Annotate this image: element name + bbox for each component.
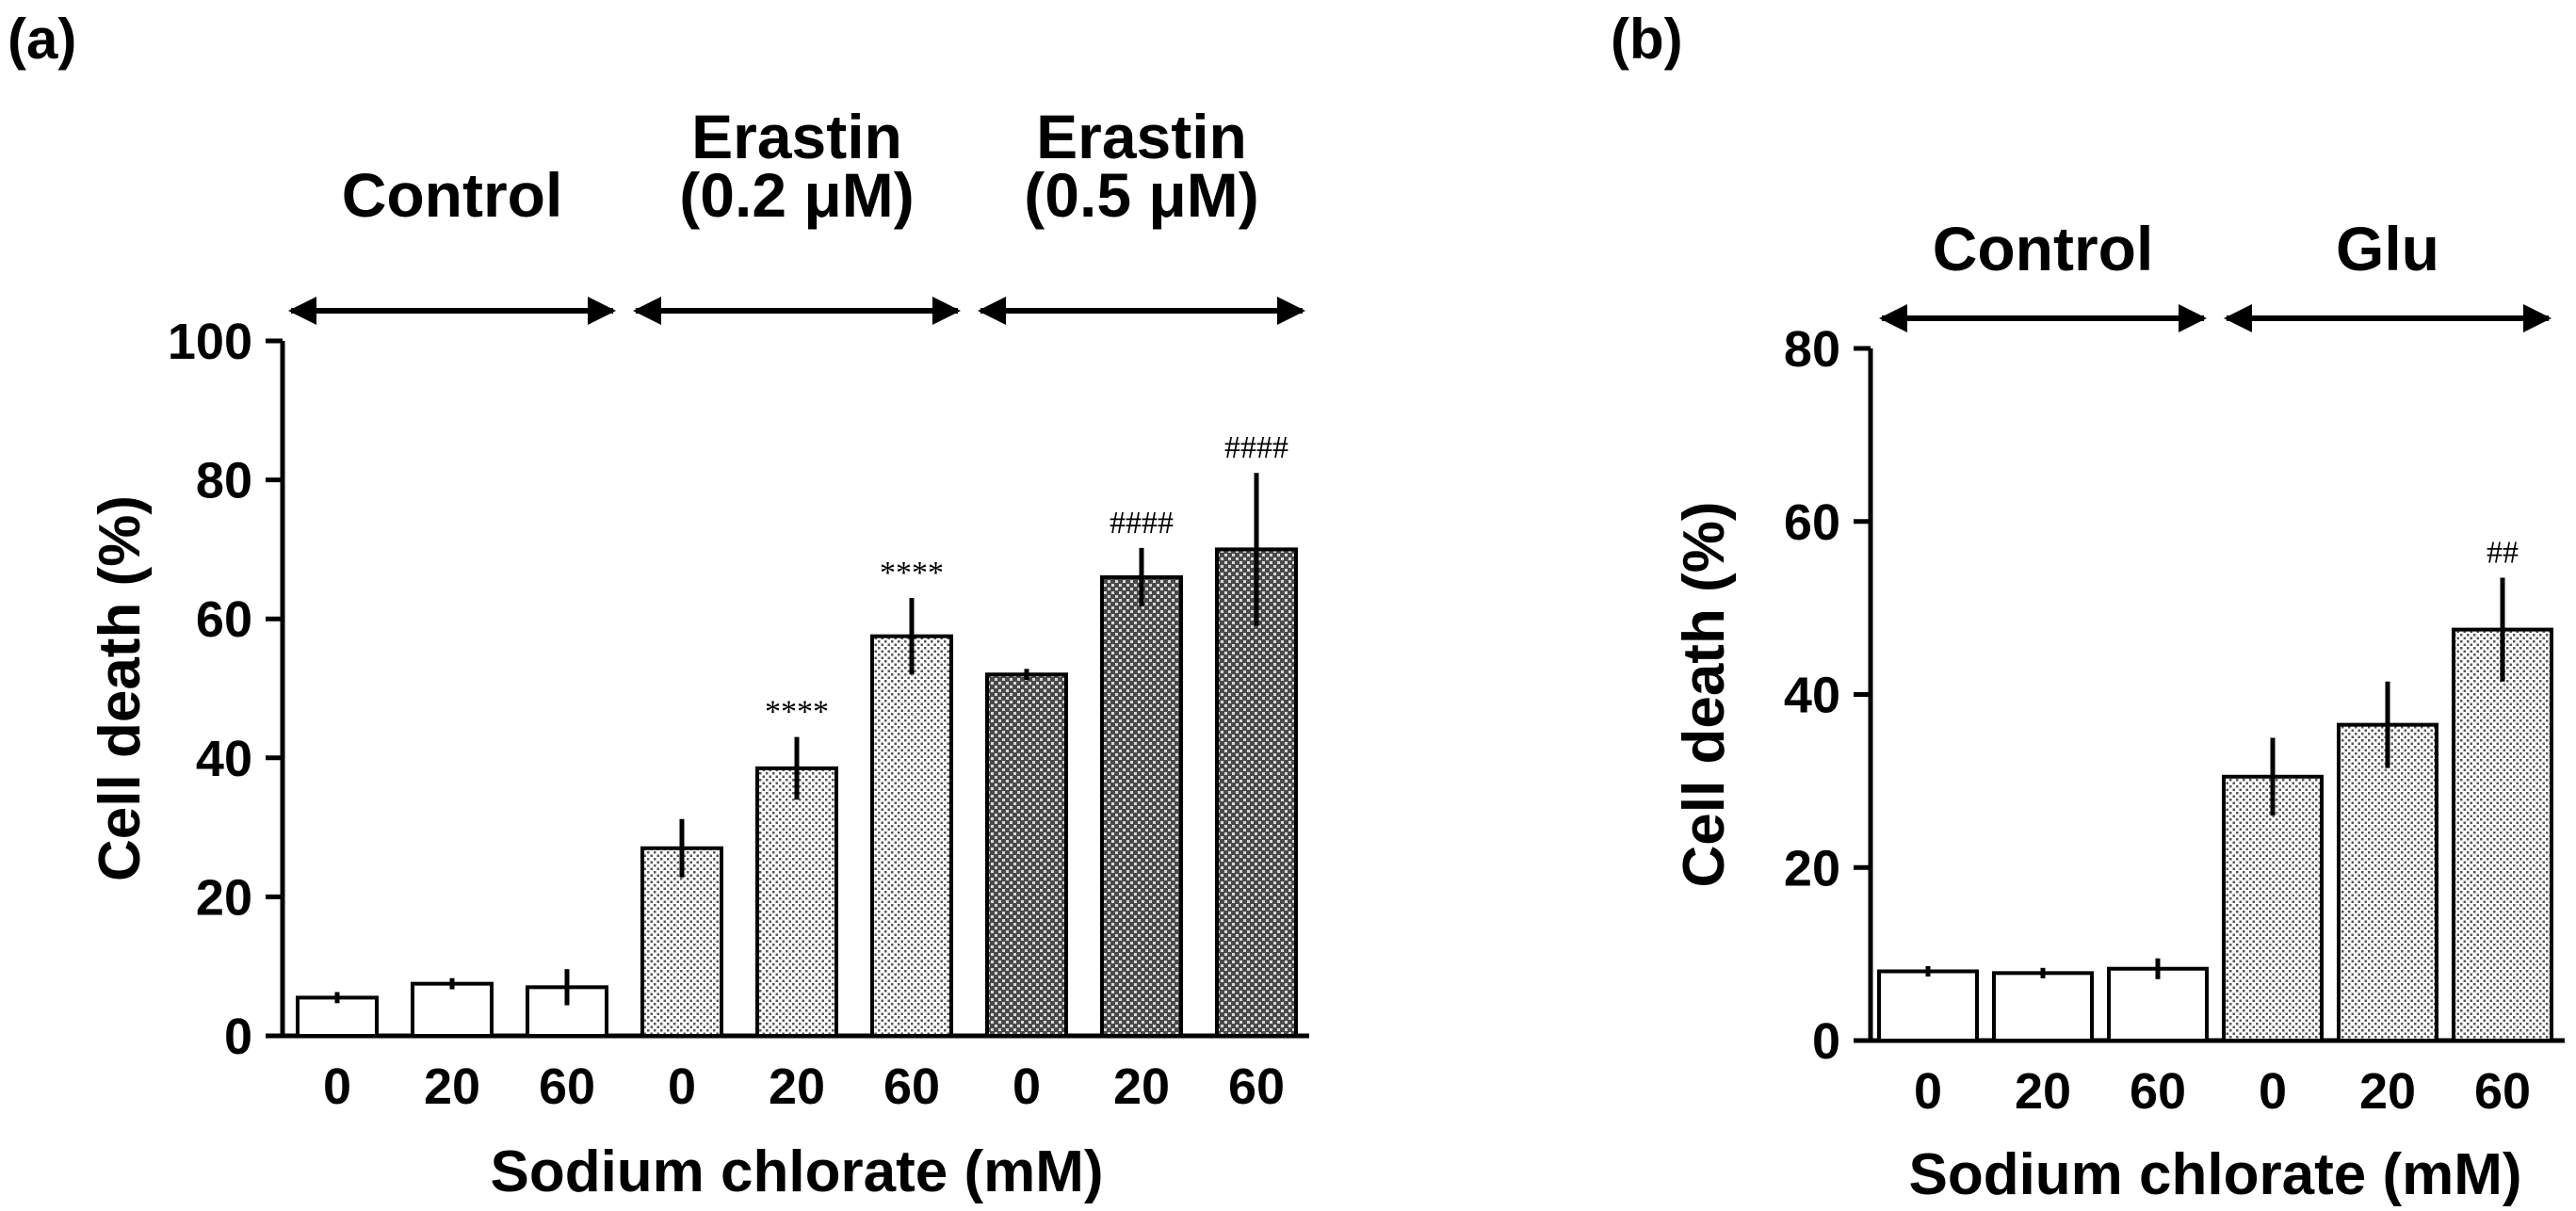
panel-a-chart: 0 20 40 60 80 100 Cell death (%) 0 20 60 0 20 **** 60…: [88, 102, 1309, 1204]
bar: [2337, 722, 2438, 1042]
group-label: (0.2 μM): [679, 160, 914, 230]
panel-a-label: (a): [8, 8, 76, 71]
x-tick-label: 20: [1113, 1058, 1170, 1115]
group-label: Control: [1933, 214, 2154, 283]
y-tick-label: 40: [1784, 668, 1840, 724]
bar: [1877, 969, 1979, 1042]
bar: [1215, 547, 1298, 1038]
y-tick-label: 80: [196, 453, 252, 509]
significance-label: ####: [1224, 430, 1288, 465]
panel-b-label: (b): [1611, 8, 1683, 71]
y-tick-label: 80: [1784, 321, 1840, 378]
x-tick-label: 60: [539, 1058, 595, 1115]
y-tick-label: 20: [196, 869, 252, 926]
bar: [640, 846, 723, 1038]
x-tick-label: 20: [769, 1058, 825, 1115]
group-label: (0.5 μM): [1024, 160, 1258, 230]
x-tick-label: 0: [668, 1058, 696, 1115]
x-tick-label: 20: [2015, 1063, 2071, 1120]
y-tick-label: 20: [1784, 840, 1840, 896]
x-axis-title: Sodium chlorate (mM): [1908, 1142, 2521, 1207]
x-tick-label: 60: [2474, 1063, 2531, 1120]
x-tick-label: 0: [323, 1058, 351, 1115]
bar: [1992, 971, 2094, 1043]
bar: [296, 995, 379, 1039]
x-tick-label: 60: [2130, 1063, 2186, 1120]
bar: [2222, 774, 2324, 1042]
bar: [2107, 966, 2209, 1043]
y-tick-label: 40: [196, 731, 252, 787]
bar: [411, 981, 494, 1039]
x-tick-label: 60: [1228, 1058, 1285, 1115]
bar: [985, 672, 1068, 1038]
bar: [755, 766, 838, 1038]
y-axis-title: Cell death (%): [1672, 502, 1737, 888]
bar: [870, 634, 953, 1039]
group-label: Glu: [2336, 214, 2439, 283]
y-tick-label: 60: [1784, 494, 1840, 551]
x-tick-label: 60: [883, 1058, 940, 1115]
significance-label: ****: [880, 556, 944, 590]
x-tick-label: 20: [2359, 1063, 2416, 1120]
y-tick-label: 100: [168, 314, 252, 370]
x-tick-label: 0: [1013, 1058, 1041, 1115]
x-tick-label: 0: [1914, 1063, 1942, 1120]
panel-b-chart: 0 20 40 60 80 Cell death (%) 0 20 60 0 20 60 ## Sodiu…: [1672, 214, 2565, 1207]
significance-label: ##: [2487, 535, 2519, 570]
group-label: Control: [342, 160, 563, 230]
y-tick-label: 0: [224, 1009, 252, 1065]
bar: [1100, 574, 1183, 1038]
x-tick-label: 0: [2259, 1063, 2287, 1120]
x-tick-label: 20: [424, 1058, 480, 1115]
group-label: Erastin: [691, 102, 902, 171]
group-label: Erastin: [1036, 102, 1247, 171]
significance-label: ####: [1110, 506, 1174, 541]
significance-label: ****: [765, 695, 829, 730]
y-tick-label: 60: [196, 591, 252, 648]
y-axis-title: Cell death (%): [88, 495, 153, 881]
y-tick-label: 0: [1812, 1013, 1840, 1070]
x-axis-title: Sodium chlorate (mM): [490, 1139, 1103, 1204]
bar: [2452, 627, 2553, 1042]
